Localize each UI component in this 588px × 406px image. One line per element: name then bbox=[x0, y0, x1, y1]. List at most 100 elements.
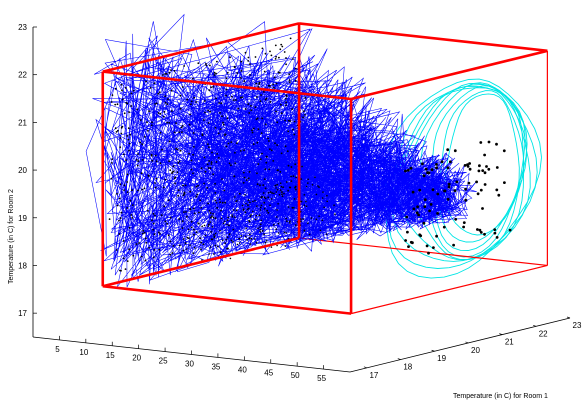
data-point bbox=[406, 168, 410, 172]
data-point bbox=[287, 206, 290, 208]
x-tick-label: 45 bbox=[264, 368, 273, 377]
data-point bbox=[263, 207, 266, 210]
x-tick-label: 20 bbox=[132, 354, 141, 363]
data-point bbox=[248, 237, 251, 240]
data-point bbox=[157, 92, 160, 95]
data-point bbox=[159, 162, 162, 165]
data-point bbox=[231, 215, 234, 218]
data-point bbox=[249, 215, 252, 218]
data-point bbox=[277, 232, 280, 234]
data-point bbox=[276, 209, 278, 211]
data-point bbox=[186, 98, 189, 101]
data-point bbox=[277, 71, 280, 74]
data-point bbox=[114, 103, 117, 106]
data-point bbox=[211, 215, 213, 218]
data-point bbox=[152, 228, 155, 231]
data-point bbox=[495, 236, 499, 239]
data-point bbox=[144, 259, 147, 262]
data-point bbox=[230, 239, 233, 242]
data-point bbox=[265, 161, 268, 164]
data-point bbox=[125, 159, 127, 162]
data-point bbox=[186, 236, 189, 239]
data-point bbox=[132, 89, 135, 92]
data-point bbox=[259, 100, 262, 102]
data-point bbox=[175, 147, 178, 150]
data-point bbox=[291, 108, 294, 110]
data-point bbox=[289, 220, 291, 222]
data-point bbox=[108, 218, 111, 221]
data-point bbox=[130, 105, 133, 107]
data-point bbox=[190, 168, 193, 171]
data-point bbox=[275, 191, 278, 193]
trajectory-series bbox=[85, 13, 478, 288]
data-point bbox=[326, 200, 329, 203]
data-point bbox=[287, 130, 290, 133]
z-axis-label: Temperature (in C) for Room 2 bbox=[8, 189, 15, 284]
data-point bbox=[407, 245, 410, 249]
data-point bbox=[225, 77, 228, 80]
data-point bbox=[236, 142, 238, 145]
box-edge bbox=[298, 22, 548, 53]
data-point bbox=[479, 141, 483, 144]
data-point bbox=[190, 220, 193, 223]
data-point bbox=[128, 226, 131, 229]
data-point bbox=[321, 219, 324, 221]
data-point bbox=[203, 156, 206, 159]
data-point bbox=[182, 238, 185, 240]
data-point bbox=[158, 91, 161, 94]
data-point bbox=[181, 227, 184, 230]
data-point bbox=[151, 219, 153, 222]
data-point bbox=[207, 143, 209, 146]
data-point bbox=[239, 77, 242, 79]
data-point bbox=[276, 121, 279, 124]
data-point bbox=[153, 249, 156, 251]
data-point bbox=[209, 221, 211, 223]
y-axis-label: Temperature (in C) for Room 1 bbox=[453, 393, 548, 400]
data-point bbox=[226, 247, 229, 250]
data-point bbox=[295, 185, 297, 188]
data-point bbox=[487, 140, 491, 144]
data-point bbox=[462, 225, 465, 229]
data-point bbox=[257, 128, 260, 131]
data-point bbox=[287, 189, 289, 192]
data-point bbox=[304, 96, 307, 99]
data-point bbox=[463, 164, 467, 167]
data-point bbox=[167, 234, 170, 237]
data-point bbox=[169, 169, 172, 172]
data-point bbox=[135, 243, 138, 246]
data-point bbox=[226, 219, 229, 221]
data-point bbox=[128, 248, 131, 251]
data-point bbox=[118, 233, 121, 235]
data-point bbox=[248, 112, 251, 114]
data-point bbox=[213, 235, 216, 238]
data-point bbox=[280, 152, 283, 155]
data-point bbox=[165, 73, 168, 75]
data-point bbox=[304, 114, 306, 116]
data-point bbox=[204, 234, 207, 237]
data-point bbox=[493, 231, 497, 235]
y-tick-label: 19 bbox=[437, 354, 446, 363]
data-point bbox=[164, 101, 167, 104]
data-point bbox=[264, 187, 267, 190]
data-point bbox=[177, 194, 180, 197]
data-point bbox=[169, 253, 172, 256]
data-point bbox=[147, 209, 149, 212]
y-tick-label: 20 bbox=[471, 346, 480, 355]
data-point bbox=[430, 168, 434, 172]
data-point bbox=[275, 110, 277, 113]
data-point bbox=[155, 160, 158, 163]
data-point bbox=[122, 240, 125, 242]
data-point bbox=[454, 217, 458, 221]
data-point bbox=[265, 97, 268, 100]
data-point bbox=[333, 204, 335, 206]
data-point bbox=[126, 181, 129, 183]
data-point bbox=[220, 102, 223, 105]
data-point bbox=[275, 82, 278, 85]
data-point bbox=[272, 224, 275, 226]
data-point bbox=[245, 179, 248, 181]
data-point bbox=[244, 108, 247, 110]
data-point bbox=[137, 189, 139, 192]
data-point bbox=[177, 162, 180, 164]
data-point bbox=[167, 98, 169, 101]
y-tick-label: 21 bbox=[505, 338, 514, 347]
